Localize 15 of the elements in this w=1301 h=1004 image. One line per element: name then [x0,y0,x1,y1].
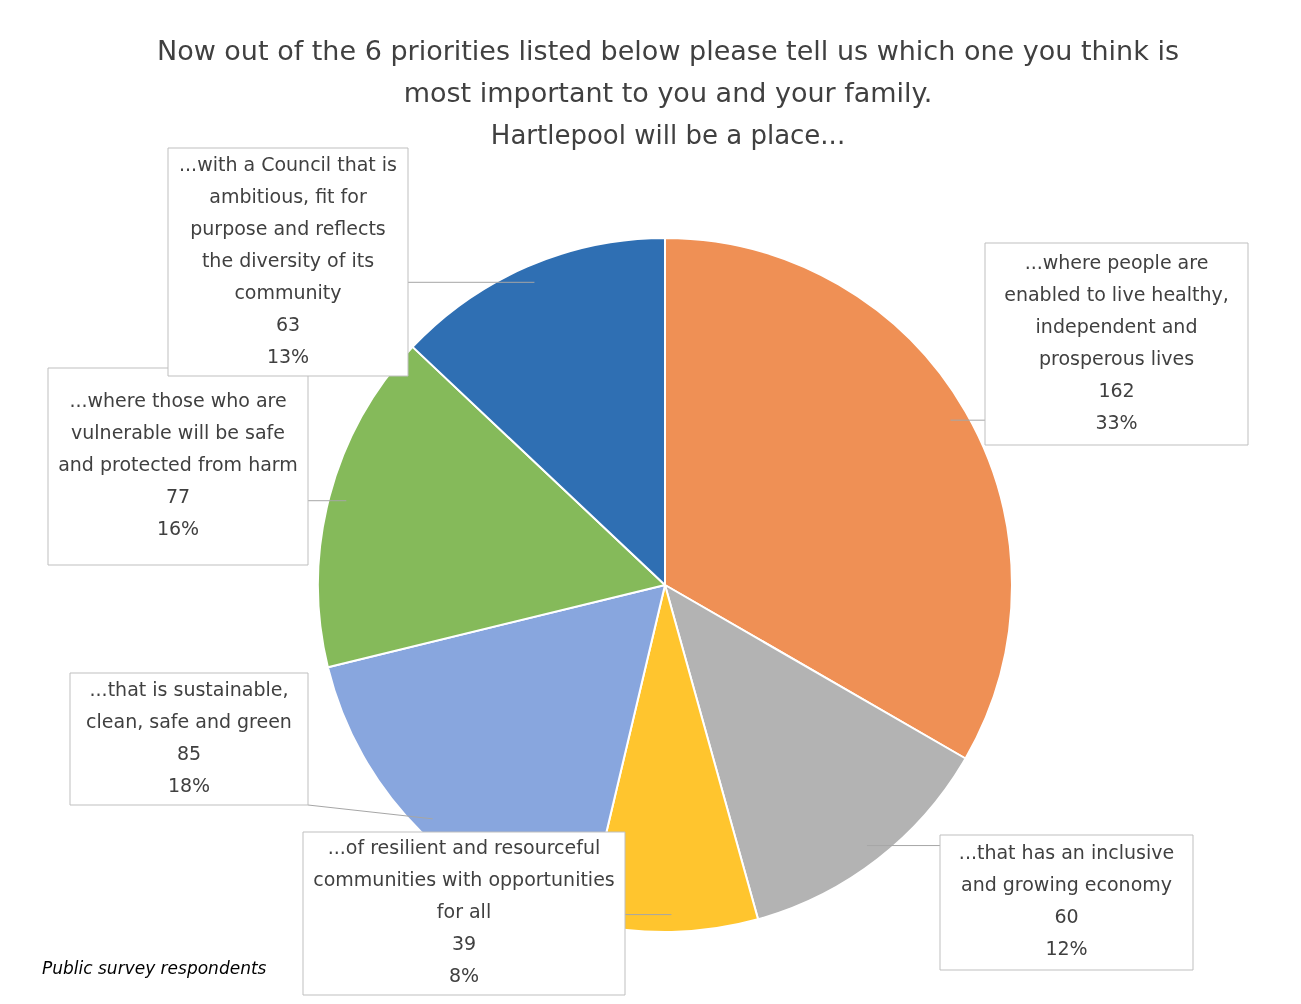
chart-subtitle: Hartlepool will be a place... [490,120,846,150]
data-label: 39 8% [448,932,480,987]
slice-label: ...of resilient and resourceful communities with opportunities for all [313,836,615,923]
chart-title: Now out of the 6 priorities listed below please tell us which one you think is most important to you and your family. [155,34,1180,110]
slice-label: ...that is sustainable, clean, safe and green [86,677,292,732]
slice-label: ...that has an inclusive and growing economy [958,841,1175,896]
data-label: 60 12% [1045,905,1088,960]
data-label: 77 16% [156,485,200,540]
data-label: 63 13% [266,312,310,367]
slice-label: ...where people are enabled to live healthy, independent and prosperous lives [1004,250,1229,369]
slice-label: ...where those who are vulnerable will be safe and protected from harm [58,389,298,476]
data-label: 162 33% [1095,378,1138,433]
text: Public survey respondents [42,958,267,978]
slice-label: ...with a Council that is ambitious, fit for purpose and reflects the diversity of its community [179,152,397,303]
data-label: 85 18% [167,741,211,796]
